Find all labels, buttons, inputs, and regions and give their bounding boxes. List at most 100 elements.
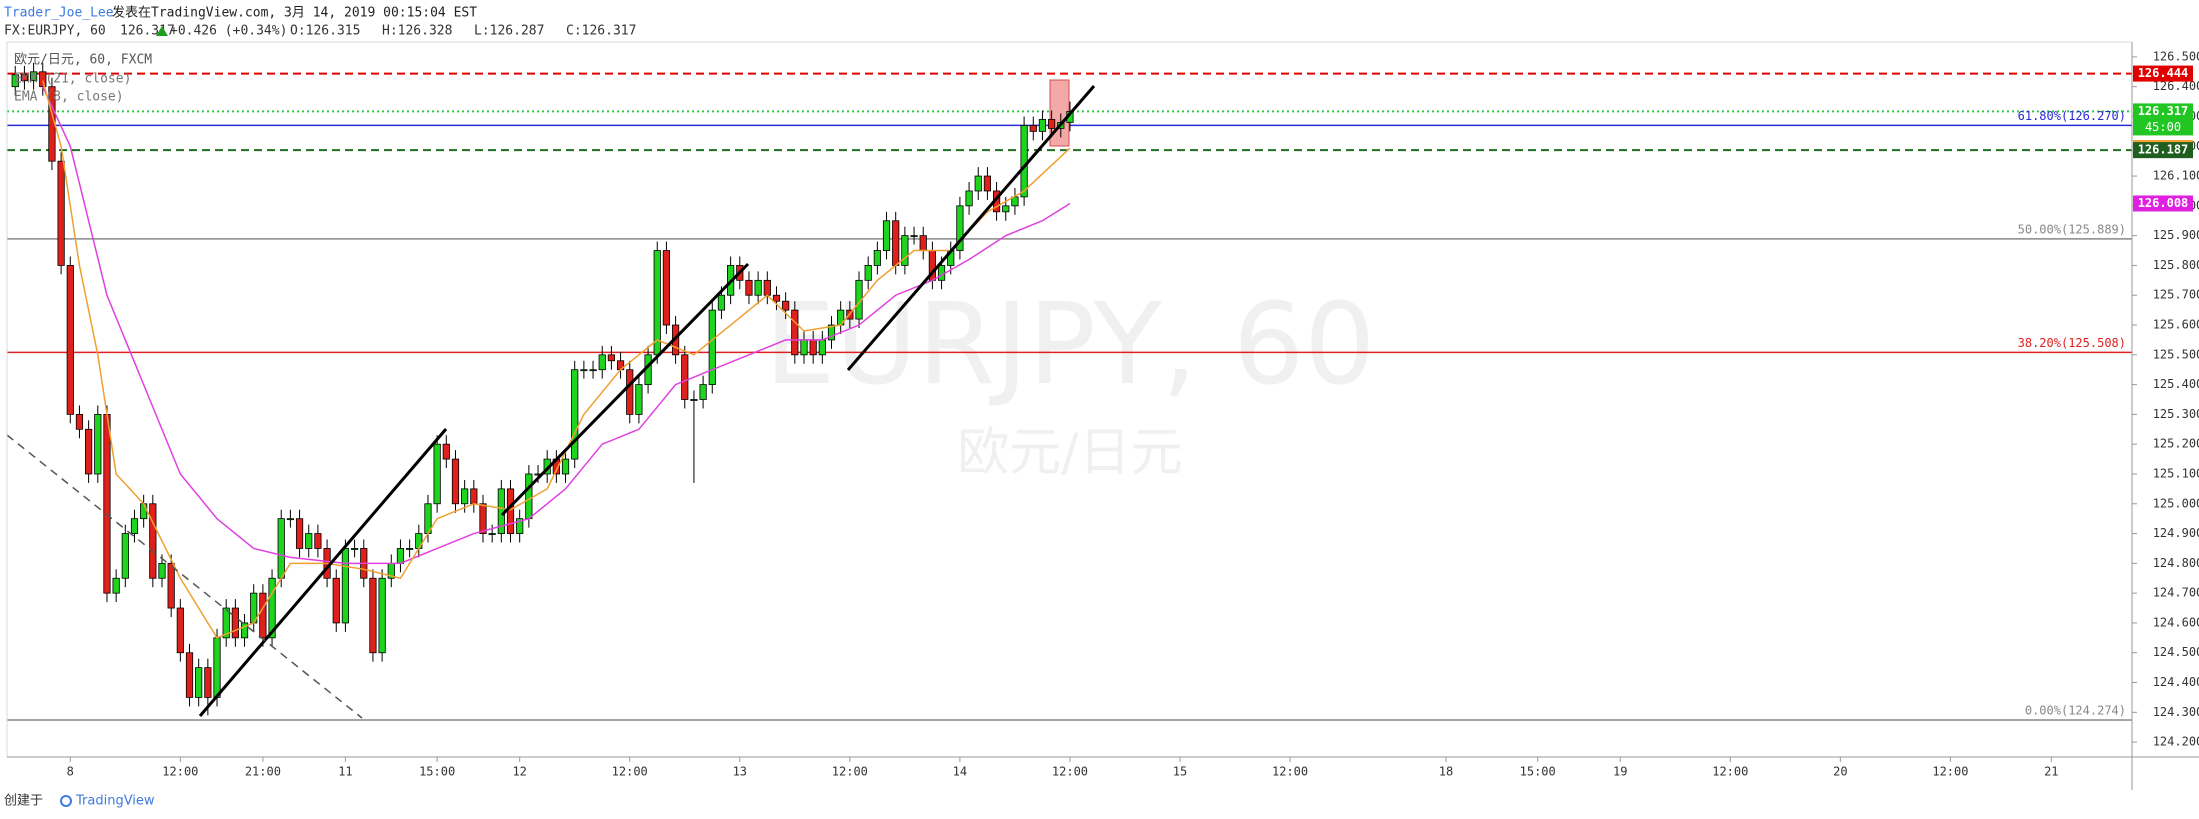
- y-tick-label: 124.500: [2153, 645, 2199, 659]
- candle-body: [717, 294, 726, 311]
- candle-body: [818, 339, 826, 356]
- candle-body: [626, 369, 634, 415]
- candle-body: [204, 667, 212, 698]
- candle-body: [681, 354, 689, 400]
- x-tick-label: 15:00: [419, 765, 455, 779]
- candle-body: [442, 443, 450, 460]
- candle-body: [754, 279, 762, 296]
- candle-body: [140, 503, 148, 520]
- footer-brand[interactable]: TradingView: [75, 794, 155, 809]
- candle-body: [213, 637, 221, 698]
- x-tick-label: 20: [1833, 765, 1847, 779]
- candle-body: [406, 548, 414, 550]
- candle-body: [433, 443, 441, 505]
- y-tick-label: 124.300: [2153, 705, 2199, 719]
- y-tick-label: 124.900: [2153, 526, 2199, 540]
- candle-body: [103, 413, 111, 594]
- candle-body: [1029, 125, 1037, 132]
- candle-body: [479, 503, 487, 534]
- candle-body: [332, 577, 340, 624]
- candle-body: [873, 250, 881, 266]
- candle-body: [185, 652, 194, 698]
- x-tick-label: 12:00: [1272, 765, 1308, 779]
- ema-line: [42, 80, 1071, 639]
- y-tick-label: 124.200: [2153, 735, 2199, 749]
- candle-body: [919, 235, 927, 251]
- x-tick-label: 21: [2044, 765, 2058, 779]
- level-label: 38.20%(125.508): [2018, 336, 2126, 350]
- y-tick-label: 126.500: [2153, 49, 2199, 63]
- y-tick-label: 125.300: [2153, 407, 2199, 421]
- candle-body: [240, 622, 249, 639]
- x-tick-label: 14: [953, 765, 967, 779]
- candle-body: [699, 384, 707, 400]
- candle-body: [222, 607, 230, 639]
- levels: 61.80%(126.270) 50.00%(125.889) 38.20%(125…: [7, 72, 2132, 721]
- candle-body: [470, 488, 478, 505]
- x-tick-label: 12:00: [1052, 765, 1088, 779]
- candle-body: [974, 175, 982, 192]
- candle-body: [75, 413, 84, 430]
- candle-body: [763, 279, 771, 296]
- price-tag-label: 126.317: [2138, 104, 2189, 118]
- candle-body: [589, 369, 597, 372]
- x-tick-label: 21:00: [245, 765, 281, 779]
- candle-body: [176, 607, 184, 654]
- candle-body: [11, 74, 19, 88]
- x-tick-label: 12:00: [1932, 765, 1968, 779]
- trend-line: [500, 262, 750, 517]
- y-tick-label: 124.700: [2153, 586, 2199, 600]
- price-tag-label: 126.187: [2138, 143, 2189, 157]
- candle-body: [1020, 125, 1028, 198]
- level-label: 50.00%(125.889): [2018, 222, 2126, 236]
- candle-body: [864, 265, 872, 281]
- dashed-trend-line: [6, 434, 363, 719]
- low: L:126.287: [474, 24, 544, 39]
- candle-body: [580, 369, 588, 372]
- close: C:126.317: [566, 24, 636, 39]
- y-tick-label: 124.400: [2153, 675, 2199, 689]
- symbol: FX:EURJPY, 60: [4, 24, 106, 39]
- candle-body: [791, 309, 799, 356]
- y-tick-label: 124.600: [2153, 615, 2199, 629]
- candle-body: [195, 667, 203, 698]
- x-tick-label: 15:00: [1520, 765, 1556, 779]
- brand-icon: [60, 795, 72, 807]
- candle-body: [782, 300, 790, 311]
- x-tick-label: 12: [512, 765, 526, 779]
- x-tick-label: 15: [1173, 765, 1187, 779]
- candle-body: [882, 220, 891, 251]
- candle-body: [314, 533, 322, 549]
- candle-body: [525, 473, 533, 520]
- x-tick-label: 13: [733, 765, 747, 779]
- y-tick-label: 126.100: [2153, 169, 2199, 183]
- candle-body: [350, 548, 359, 550]
- trend-line: [846, 85, 1096, 371]
- candle-body: [607, 354, 615, 362]
- change: +0.426 (+0.34%): [170, 24, 287, 39]
- price-tag: [2133, 195, 2193, 212]
- candle-body: [158, 562, 166, 579]
- y-tick-label: 125.400: [2153, 377, 2199, 391]
- indicators: [42, 80, 1071, 639]
- candle-body: [1038, 119, 1047, 132]
- legend-entry: EMA (21, close): [14, 72, 131, 87]
- price-tag-label: 126.444: [2138, 66, 2189, 80]
- candle-body: [708, 309, 716, 386]
- y-tick-label: 125.800: [2153, 258, 2199, 272]
- candle-body: [1002, 205, 1010, 213]
- author[interactable]: Trader_Joe_Lee: [4, 6, 114, 21]
- candle-body: [827, 324, 836, 341]
- candle-body: [341, 548, 350, 624]
- x-tick-label: 12:00: [1712, 765, 1748, 779]
- trend-lines: [198, 85, 1096, 717]
- y-tick-label: 124.800: [2153, 556, 2199, 570]
- published: 发表在TradingView.com, 3月 14, 2019 00:15:04…: [112, 5, 477, 21]
- legend-entry: EMA (8, close): [14, 90, 124, 105]
- candle-body: [85, 428, 93, 475]
- candle-body: [809, 339, 817, 356]
- y-tick-label: 125.200: [2153, 437, 2199, 451]
- y-tick-label: 125.700: [2153, 288, 2199, 302]
